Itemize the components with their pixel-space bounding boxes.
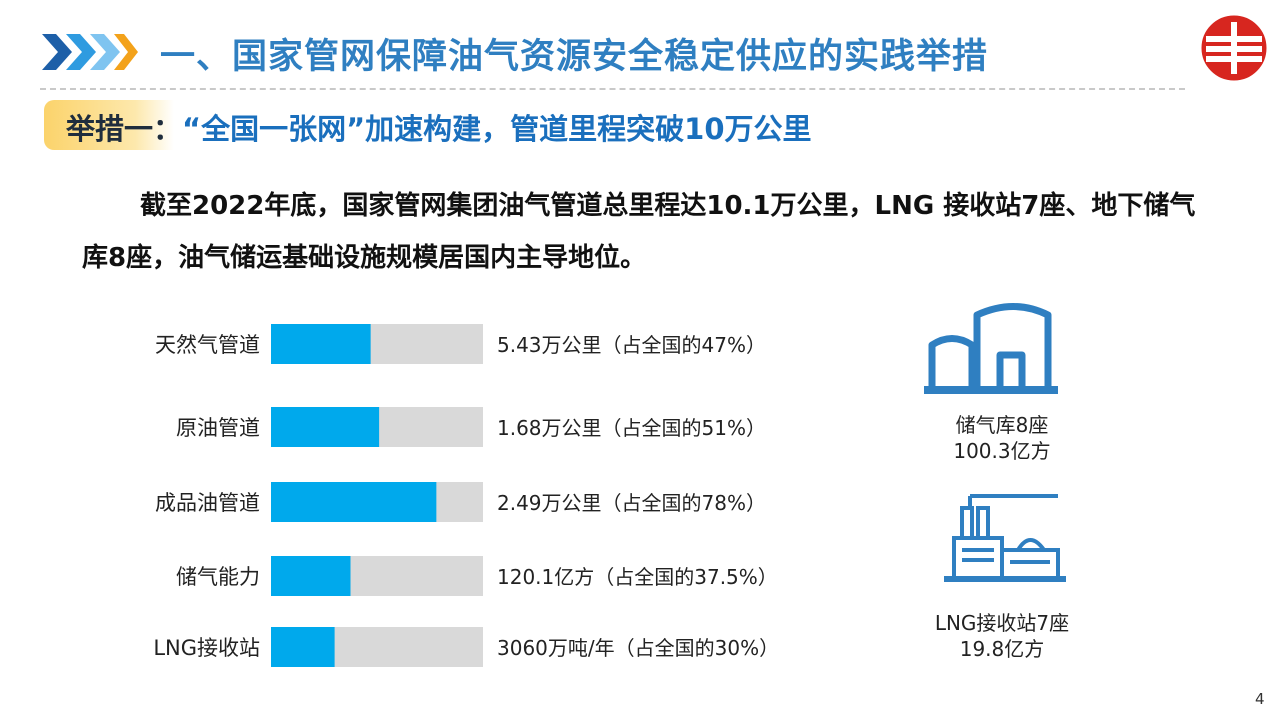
pipechina-logo <box>1198 12 1270 84</box>
value-label: 120.1亿方（占全国的37.5%） <box>497 565 778 589</box>
section-subtitle: 举措一：“全国一张网”加速构建，管道里程突破10万公里 <box>66 106 812 148</box>
share-bar-chart: 天然气管道 5.43万公里（占全国的47%） 原油管道 1.68万公里（占全国的51%… <box>153 324 779 667</box>
lng-count: LNG接收站7座 <box>934 611 1070 635</box>
page-number: 4 <box>1255 690 1265 708</box>
lng-terminal-icon <box>944 494 1066 582</box>
value-label: 5.43万公里（占全国的47%） <box>497 333 766 357</box>
storage-count: 储气库8座 <box>955 413 1049 437</box>
value-label: 2.49万公里（占全国的78%） <box>497 491 766 515</box>
bar <box>271 627 335 667</box>
lng-caption: LNG接收站7座 19.8亿方 <box>912 610 1092 662</box>
header-divider <box>40 88 1185 90</box>
category-label: 储气能力 <box>176 565 260 589</box>
bar <box>271 324 371 364</box>
category-label: LNG接收站 <box>153 636 260 660</box>
subtitle-highlight <box>44 100 174 150</box>
bar <box>271 407 380 447</box>
summary-paragraph: 截至2022年底，国家管网集团油气管道总里程达10.1万公里，LNG 接收站7座… <box>82 191 1196 273</box>
category-label: 原油管道 <box>176 416 260 440</box>
category-label: 成品油管道 <box>155 491 260 515</box>
lng-capacity: 19.8亿方 <box>959 637 1045 661</box>
page-title: 一、国家管网保障油气资源安全稳定供应的实践举措 <box>160 37 989 77</box>
subtitle-lead: 举措一： <box>66 112 183 146</box>
value-label: 1.68万公里（占全国的51%） <box>497 416 766 440</box>
value-label: 3060万吨/年（占全国的30%） <box>497 636 779 660</box>
storage-capacity: 100.3亿方 <box>953 439 1051 463</box>
category-label: 天然气管道 <box>155 333 260 357</box>
bar <box>271 482 437 522</box>
storage-caption: 储气库8座 100.3亿方 <box>912 412 1092 464</box>
subtitle-text: “全国一张网”加速构建，管道里程突破10万公里 <box>182 112 812 146</box>
bar <box>271 556 351 596</box>
gas-storage-icon <box>924 303 1058 394</box>
chevron-arrows-icon <box>42 34 138 70</box>
